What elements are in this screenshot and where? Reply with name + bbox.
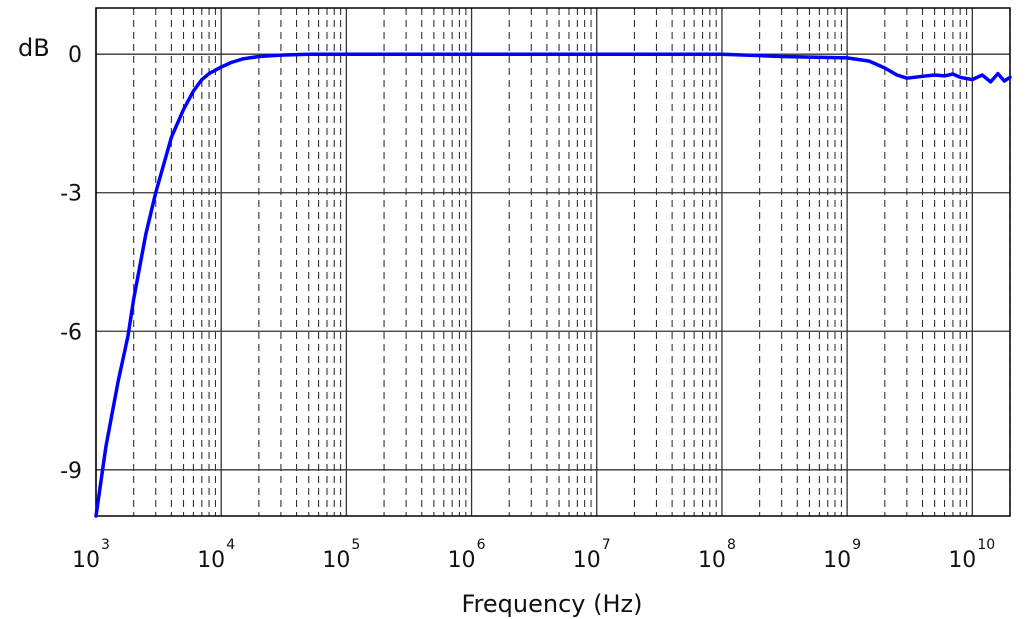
x-tick-exponent: 8 — [727, 537, 736, 553]
x-tick-exponent: 3 — [101, 537, 110, 553]
x-tick-exponent: 7 — [602, 537, 611, 553]
x-tick-label: 109 — [823, 537, 861, 573]
y-tick-label: 0 — [68, 43, 82, 68]
x-tick-label: 108 — [698, 537, 736, 573]
x-tick-label: 103 — [72, 537, 110, 573]
y-tick-label: -9 — [60, 459, 82, 484]
y-tick-labels: 0 -3 -6 -9 — [60, 43, 82, 484]
y-axis-label: dB — [18, 34, 50, 62]
x-tick-label: 106 — [448, 537, 486, 573]
x-tick-base: 10 — [573, 548, 601, 573]
x-tick-base: 10 — [448, 548, 476, 573]
x-tick-exponent: 6 — [477, 537, 486, 553]
y-tick-label: -3 — [60, 182, 82, 207]
y-tick-label: -6 — [60, 320, 82, 345]
x-tick-base: 10 — [197, 548, 225, 573]
x-tick-base: 10 — [322, 548, 350, 573]
x-tick-label: 105 — [322, 537, 360, 573]
x-tick-exponent: 9 — [852, 537, 861, 553]
plot-frame — [95, 7, 1011, 517]
x-tick-exponent: 4 — [226, 537, 235, 553]
x-tick-base: 10 — [72, 548, 100, 573]
series-line-response — [94, 52, 1012, 518]
x-tick-base: 10 — [948, 548, 976, 573]
x-tick-exponent: 5 — [351, 537, 360, 553]
x-tick-base: 10 — [698, 548, 726, 573]
x-axis-label: Frequency (Hz) — [462, 590, 643, 618]
x-tick-exponent: 10 — [977, 537, 995, 553]
grid-layer — [95, 8, 1011, 516]
x-tick-base: 10 — [823, 548, 851, 573]
x-tick-label: 107 — [573, 537, 611, 573]
x-tick-label: 104 — [197, 537, 235, 573]
